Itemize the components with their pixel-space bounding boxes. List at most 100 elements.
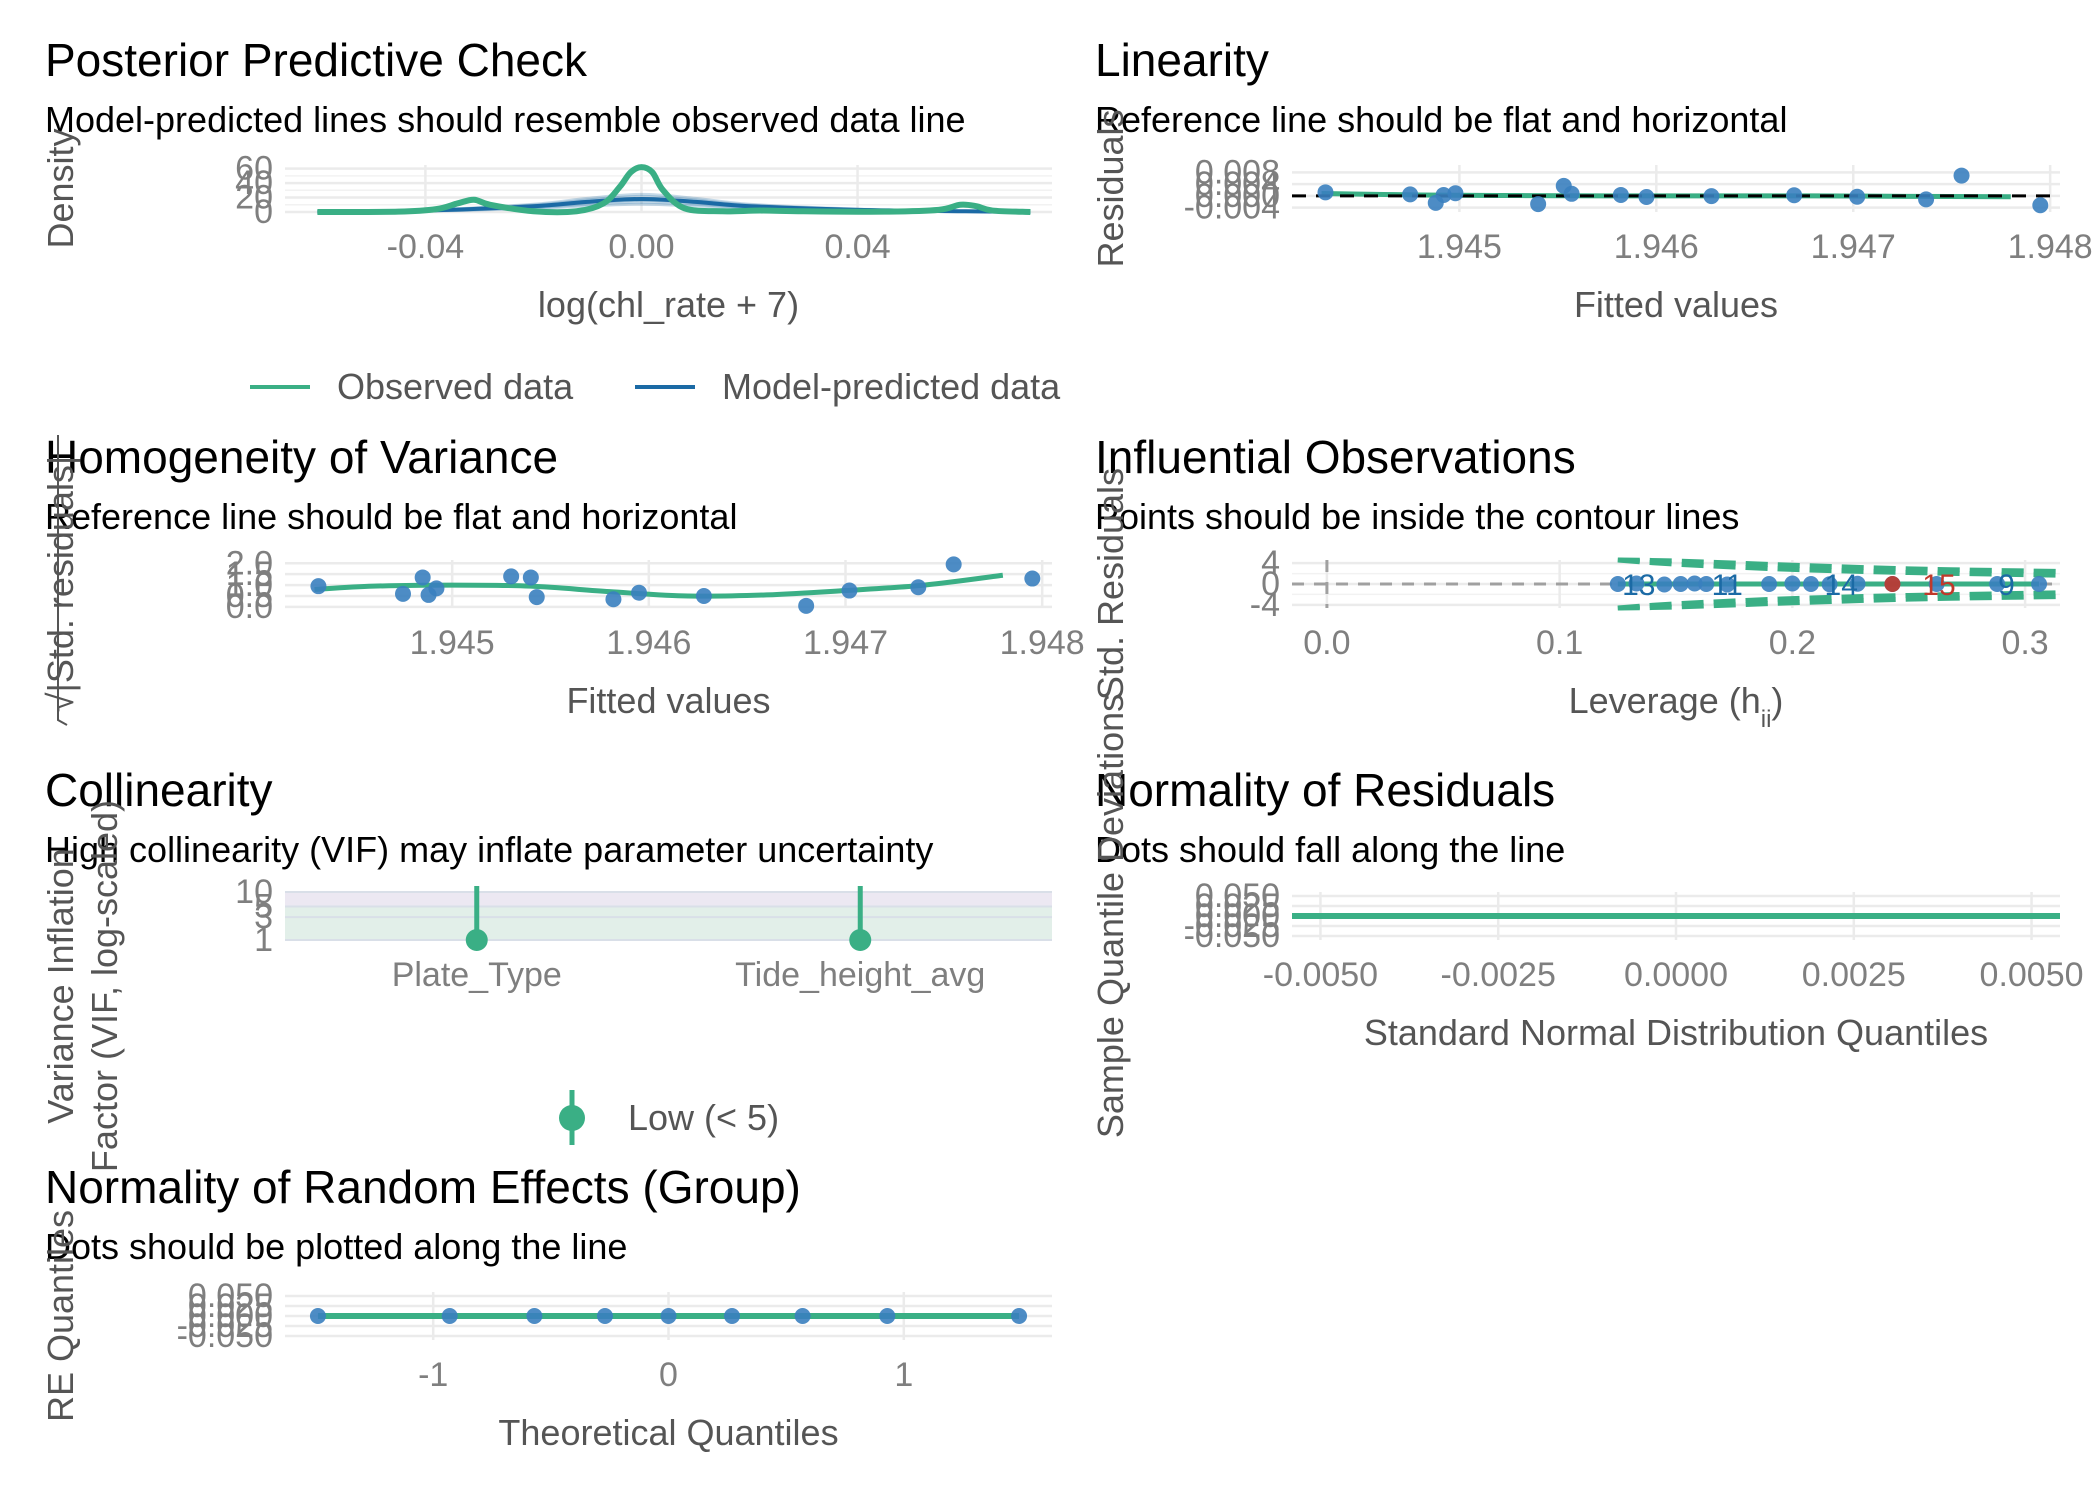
- residual-point: [1786, 187, 1803, 204]
- y-tick-label: 1.0: [226, 566, 273, 604]
- panel-normality_re: Normality of Random Effects (Group) Dots …: [40, 1161, 1052, 1453]
- y-tick-label: 20: [235, 179, 273, 217]
- point-label: 15: [1922, 569, 1955, 602]
- leverage-point: [1761, 576, 1778, 592]
- residual-point: [1024, 570, 1041, 587]
- x-tick-label: 1.945: [410, 624, 495, 662]
- leverage-point: [1609, 576, 1626, 592]
- sqrt-sign: [57, 435, 68, 726]
- y-axis-label: √|Std. residuals|: [40, 456, 81, 713]
- re-point: [724, 1308, 741, 1324]
- x-tick-label: 1: [894, 1356, 913, 1394]
- x-tick-label: 0.3: [2001, 624, 2048, 662]
- y-tick-label: 0.000: [188, 1297, 273, 1335]
- re-point: [794, 1308, 811, 1324]
- residual-point: [414, 569, 431, 586]
- y-tick-label: 4: [1261, 544, 1280, 582]
- panel-subtitle: Dots should be plotted along the line: [45, 1226, 627, 1267]
- y-axis-label: Std. Residuals: [1090, 468, 1131, 700]
- x-tick-label: 0.00: [608, 228, 674, 266]
- panel-normality_resid: Normality of Residuals Dots should fall a…: [1090, 694, 2084, 1138]
- contour-line: [1617, 557, 2061, 574]
- panel-title: Influential Observations: [1095, 431, 1576, 483]
- x-axis-label: Standard Normal Distribution Quantiles: [1364, 1012, 1988, 1053]
- re-point: [1011, 1308, 1028, 1324]
- point-label: 13: [1622, 569, 1655, 602]
- re-point: [441, 1308, 458, 1324]
- residual-point: [1447, 185, 1464, 202]
- panel-subtitle: Points should be inside the contour line…: [1095, 496, 1739, 537]
- panel-subtitle: Dots should fall along the line: [1095, 829, 1565, 870]
- residual-point: [428, 580, 445, 597]
- x-tick-label: 1.948: [1000, 624, 1085, 662]
- y-axis-label: Density: [40, 128, 81, 248]
- point-label: 9: [1998, 569, 2015, 602]
- x-tick-label: -0.0025: [1441, 956, 1556, 994]
- panel-title: Normality of Residuals: [1095, 764, 1555, 816]
- panel-subtitle: Reference line should be flat and horizo…: [45, 496, 737, 537]
- y-tick-label: -4: [1250, 586, 1280, 624]
- x-tick-label: -0.04: [387, 228, 465, 266]
- leverage-point: [1802, 576, 1819, 592]
- panel-influential: Influential Observations Points should be…: [1090, 431, 2061, 733]
- panel-linearity: Linearity Reference line should be flat a…: [1090, 34, 2093, 325]
- y-tick-label: 60: [235, 150, 273, 188]
- residual-point: [798, 597, 815, 614]
- legend-key-low-dot: [559, 1105, 585, 1131]
- y-axis-label: Residuals: [1090, 109, 1131, 267]
- y-tick-label: 0.000: [1195, 897, 1280, 935]
- residual-point: [395, 585, 411, 602]
- x-tick-label: 0.0025: [1802, 956, 1906, 994]
- y-axis-label-line: Factor (VIF, log-scaled): [84, 800, 125, 1172]
- residual-point: [631, 584, 647, 601]
- contour-line: [1617, 557, 2061, 578]
- panel-title: Normality of Random Effects (Group): [45, 1161, 801, 1213]
- y-tick-label: 10: [235, 873, 273, 911]
- re-point: [879, 1308, 896, 1324]
- leverage-point: [1672, 576, 1689, 592]
- panel-title: Posterior Predictive Check: [45, 34, 588, 86]
- y-tick-label: 40: [235, 164, 273, 202]
- y-tick-label: 0.0: [226, 588, 273, 626]
- leverage-point: [1698, 576, 1715, 592]
- re-point: [660, 1308, 677, 1324]
- residual-point: [1317, 184, 1334, 201]
- residual-point: [1402, 186, 1419, 203]
- re-point: [526, 1308, 543, 1324]
- y-tick-label: -0.050: [177, 1317, 273, 1355]
- y-tick-label: -0.004: [1184, 189, 1280, 227]
- residual-point: [945, 556, 962, 573]
- x-tick-label: 1.946: [606, 624, 691, 662]
- x-tick-label: 1.948: [2008, 228, 2093, 266]
- observed-line: [317, 164, 1031, 216]
- panel-subtitle: High collinearity (VIF) may inflate para…: [45, 829, 933, 870]
- influential-point: [1884, 576, 1901, 592]
- x-axis-label: Theoretical Quantiles: [498, 1412, 838, 1453]
- x-tick-label: 1.946: [1614, 228, 1699, 266]
- x-tick-label: 0.0: [1303, 624, 1350, 662]
- residual-point: [1612, 186, 1629, 203]
- y-tick-label: -0.025: [1184, 907, 1280, 945]
- panel-title: Linearity: [1095, 34, 1269, 86]
- y-tick-label: 0.000: [1195, 177, 1280, 215]
- x-tick-label: 1.947: [1811, 228, 1896, 266]
- legend: Low (< 5): [559, 1090, 779, 1145]
- panel-ppc: Posterior Predictive Check Model-predicte…: [40, 34, 1061, 407]
- x-axis-label: log(chl_rate + 7): [538, 284, 799, 325]
- x-tick-label: 0.1: [1536, 624, 1583, 662]
- x-axis-label-subscript: ii: [1761, 706, 1772, 733]
- leverage-point: [2031, 576, 2048, 592]
- x-axis-label: Fitted values: [1574, 284, 1778, 325]
- zone-low: [285, 906, 1052, 940]
- x-tick-label: Tide_height_avg: [735, 956, 985, 994]
- y-tick-label: 0.5: [226, 577, 273, 615]
- smooth-line: [314, 572, 1004, 599]
- panel-title: Homogeneity of Variance: [45, 431, 558, 483]
- leverage-point: [1989, 576, 2006, 592]
- y-tick-label: 0.025: [1195, 887, 1280, 925]
- re-point: [309, 1308, 326, 1324]
- legend-label: Model-predicted data: [722, 366, 1061, 407]
